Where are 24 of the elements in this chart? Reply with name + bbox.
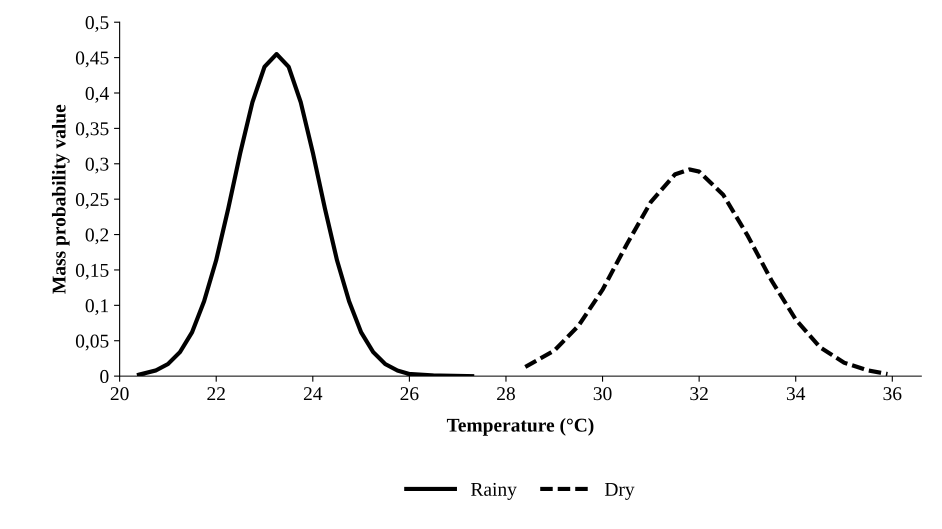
y-tick-label: 0,15: [76, 264, 108, 280]
y-tick-label: 0: [100, 370, 108, 384]
y-tick-label: 0,5: [86, 16, 108, 32]
y-axis-title: Mass probability value: [52, 104, 70, 294]
y-tick-label: 0,05: [76, 334, 108, 350]
x-tick-label: 32: [690, 387, 708, 400]
x-tick-label: 22: [207, 387, 225, 400]
x-tick-label: 36: [884, 387, 902, 400]
legend-label: Rainy: [471, 482, 517, 500]
legend-label: Dry: [604, 482, 635, 500]
x-tick-label: 30: [594, 387, 612, 400]
y-tick-label: 0,2: [86, 228, 108, 244]
x-axis-title: Temperature (°C): [446, 418, 594, 436]
y-tick-label: 0,3: [86, 158, 108, 174]
x-tick-label: 28: [497, 387, 515, 400]
y-tick-label: 0,45: [76, 51, 108, 68]
x-tick-label: 26: [400, 387, 419, 400]
x-tick-label: 34: [786, 387, 806, 400]
y-tick-label: 0,4: [86, 86, 109, 103]
y-tick-label: 0,35: [76, 122, 108, 138]
x-tick-label: 24: [304, 387, 322, 400]
x-tick-label: 20: [110, 387, 129, 400]
y-tick-label: 0,25: [76, 192, 108, 209]
y-tick-label: 0,1: [86, 299, 108, 316]
